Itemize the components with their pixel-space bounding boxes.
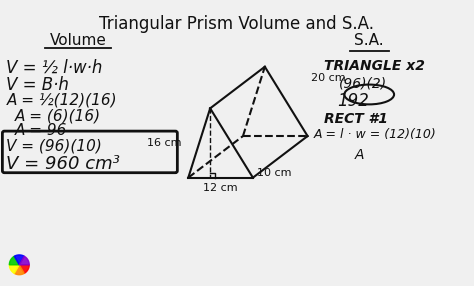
Text: V = ½ l·w·h: V = ½ l·w·h xyxy=(6,59,103,77)
Text: A = 96: A = 96 xyxy=(15,123,68,138)
Text: A: A xyxy=(354,148,364,162)
Polygon shape xyxy=(9,256,19,265)
Text: 16 cm: 16 cm xyxy=(146,138,181,148)
Polygon shape xyxy=(14,265,24,275)
Text: A = ½(12)(16): A = ½(12)(16) xyxy=(6,92,117,108)
Text: V = 960 cm³: V = 960 cm³ xyxy=(6,155,120,173)
Text: 20 cm: 20 cm xyxy=(310,73,345,83)
Text: V = (96)(10): V = (96)(10) xyxy=(6,138,102,153)
Text: V = B·h: V = B·h xyxy=(6,76,69,94)
Text: RECT #1: RECT #1 xyxy=(325,112,388,126)
Text: Triangular Prism Volume and S.A.: Triangular Prism Volume and S.A. xyxy=(100,15,374,33)
Text: 192: 192 xyxy=(337,92,369,110)
Text: 12 cm: 12 cm xyxy=(203,183,237,192)
Text: S.A.: S.A. xyxy=(355,33,384,48)
Text: A = (6)(16): A = (6)(16) xyxy=(15,108,101,123)
Text: Volume: Volume xyxy=(49,33,106,48)
Polygon shape xyxy=(9,265,19,273)
Text: A = l · w = (12)(10): A = l · w = (12)(10) xyxy=(313,128,436,141)
Text: (96)(2): (96)(2) xyxy=(339,77,388,91)
Text: 10 cm: 10 cm xyxy=(257,168,292,178)
Polygon shape xyxy=(14,255,24,265)
Text: TRIANGLE x2: TRIANGLE x2 xyxy=(325,59,425,73)
Polygon shape xyxy=(19,256,29,265)
Polygon shape xyxy=(19,265,29,273)
